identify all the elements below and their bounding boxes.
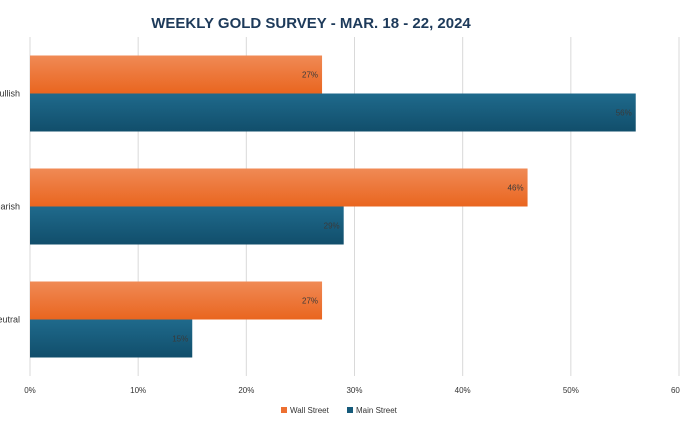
- category-label-bullish: Bullish: [0, 89, 20, 99]
- data-label: 46%: [508, 184, 524, 193]
- legend-label-wall-street: Wall Street: [290, 406, 330, 415]
- x-tick-label: 0%: [24, 386, 36, 395]
- category-label-bearish: Bearish: [0, 202, 20, 212]
- bar-wall-street-neutral: [30, 281, 323, 320]
- x-axis-ticks: 0% 10% 20% 30% 40% 50% 60%: [24, 386, 680, 395]
- x-tick-label: 20%: [238, 386, 254, 395]
- bars: [30, 55, 636, 358]
- legend-label-main-street: Main Street: [356, 406, 398, 415]
- data-label: 29%: [324, 222, 340, 231]
- chart-title: WEEKLY GOLD SURVEY - MAR. 18 - 22, 2024: [151, 15, 471, 32]
- x-tick-label: 30%: [346, 386, 362, 395]
- x-tick-label: 50%: [563, 386, 579, 395]
- legend-swatch-wall-street: [281, 407, 287, 413]
- data-label: 56%: [616, 109, 632, 118]
- x-tick-label: 40%: [455, 386, 471, 395]
- legend: Wall Street Main Street: [281, 406, 398, 415]
- category-label-neutral: Neutral: [0, 315, 20, 325]
- bar-main-street-bullish: [30, 93, 636, 132]
- data-label: 27%: [302, 297, 318, 306]
- x-tick-label: 10%: [130, 386, 146, 395]
- bar-main-street-bearish: [30, 206, 344, 245]
- bar-wall-street-bearish: [30, 168, 528, 207]
- x-tick-label: 60%: [671, 386, 680, 395]
- legend-swatch-main-street: [347, 407, 353, 413]
- bar-main-street-neutral: [30, 319, 193, 358]
- y-axis-categories: Bullish Bearish Neutral: [0, 89, 20, 325]
- data-label: 15%: [172, 335, 188, 344]
- bar-wall-street-bullish: [30, 55, 323, 94]
- data-labels: 27% 56% 46% 29% 27% 15%: [172, 71, 631, 344]
- data-label: 27%: [302, 71, 318, 80]
